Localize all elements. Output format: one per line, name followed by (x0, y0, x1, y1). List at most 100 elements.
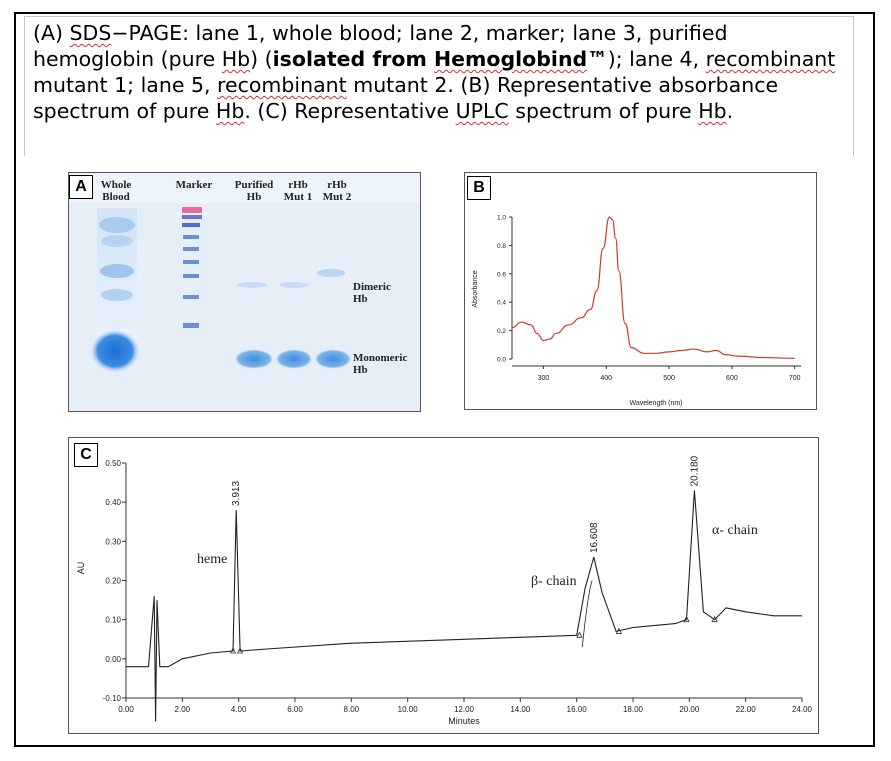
lane-label-marker: Marker (169, 179, 219, 191)
uplc-chart: 0.00 2.00 4.00 6.00 8.00 10.00 12.00 14.00 16.00… (76, 455, 813, 726)
x-tick-label: 600 (726, 375, 738, 382)
caption-text: −PAGE: lane 1, whole blood; lane 2, mark… (33, 21, 728, 71)
y-tick-label: 0.40 (105, 498, 121, 507)
x-tick-label: 14.00 (510, 705, 531, 714)
baseline-marker (236, 647, 244, 654)
panel-b-spectrum: 300 400 500 600 700 0.0 0.2 0.4 0.6 0.8 1.0 Wavele… (464, 172, 817, 410)
x-tick-label: 4.00 (231, 705, 247, 714)
caption-text: spectrum of pure (508, 99, 699, 123)
x-tick-label: 700 (789, 375, 801, 382)
band-label-monomeric: Monomeric Hb (353, 352, 407, 376)
caption-text: recombinant (217, 73, 347, 97)
band-label-dimeric: Dimeric Hb (353, 281, 391, 305)
y-tick-label: 0.50 (105, 459, 121, 468)
x-tick-label: 500 (663, 375, 675, 382)
band-label-line: Dimeric (353, 281, 391, 293)
gel-image (69, 173, 420, 411)
x-tick-label: 16.00 (567, 705, 588, 714)
lane-label-line: Mut 2 (322, 191, 352, 203)
y-axis-label: AU (76, 562, 86, 575)
caption-text: . (C) Representative (244, 99, 456, 123)
x-tick-label: 20.00 (679, 705, 700, 714)
y-tick-label: 0.00 (105, 655, 121, 664)
lane-label-line: Blood (102, 191, 130, 203)
lane-label-line: Mut 1 (283, 191, 313, 203)
caption-text: recombinant (705, 47, 836, 71)
x-tick-label: 8.00 (344, 705, 360, 714)
absorbance-series-line (511, 216, 795, 359)
caption-text: mutant 1; lane 5, (33, 73, 218, 97)
lane-label-line: Hb (246, 191, 262, 203)
y-tick-label: 0.10 (105, 616, 121, 625)
peak-retention-label: 16.608 (589, 522, 600, 553)
peak-retention-label: 20.180 (689, 455, 700, 486)
figure-frame (14, 12, 875, 747)
panel-a-gel: A Whole Blood Marker Purified Hb rHb Mut 1 … (68, 172, 421, 412)
x-tick-label: 12.00 (454, 705, 475, 714)
y-tick-label: 0.0 (497, 357, 506, 364)
y-tick-label: 0.30 (105, 537, 121, 546)
y-tick-label: 0.6 (497, 271, 506, 278)
caption-text: mutant 2. (B) Representative absorbance … (33, 73, 779, 123)
x-tick-label: 400 (600, 375, 612, 382)
caption-text: (A) (33, 21, 70, 45)
baseline-marker (711, 615, 718, 623)
caption-box (24, 16, 854, 156)
lane-label-rhb-mut1: rHb Mut 1 (281, 179, 315, 203)
x-tick-label: 0.00 (118, 705, 134, 714)
caption-text: . (726, 99, 734, 123)
caption-bold-text: ™ (587, 47, 608, 71)
x-tick-label: 22.00 (736, 705, 757, 714)
baseline-marker (576, 631, 583, 638)
caption-text: Hb (221, 47, 251, 71)
x-tick-label: 10.00 (398, 705, 419, 714)
panel-label-c: C (74, 443, 98, 467)
lane-label-whole-blood: Whole Blood (91, 179, 141, 203)
y-axis-label: Absorbance (472, 270, 479, 307)
y-tick-label: 1.0 (497, 215, 506, 222)
band-label-line: Hb (353, 364, 368, 376)
baseline-marker (615, 627, 623, 634)
x-tick-label: 300 (538, 375, 550, 382)
beta-chain-pointer (581, 580, 593, 648)
lane-label-line: Whole (100, 179, 132, 191)
y-tick-label: 0.4 (497, 300, 506, 307)
lane-label-line: rHb (327, 179, 347, 191)
x-tick-label: 24.00 (792, 705, 813, 714)
peak-retention-label: 3.913 (231, 481, 242, 506)
caption-text: Hb (215, 99, 245, 123)
y-tick-label: 0.20 (105, 577, 121, 586)
caption-bold-text: Hemoglobind (433, 47, 588, 71)
y-tick-label: 0.2 (497, 328, 506, 335)
caption-text: ); lane 4, (607, 47, 706, 71)
caption-bold-text: isolated from (272, 47, 434, 71)
panel-label-b: B (467, 176, 491, 200)
x-tick-label: 6.00 (287, 705, 303, 714)
baseline-marker (683, 615, 690, 623)
annotation-heme: heme (197, 552, 227, 567)
panel-c-uplc: 0.00 2.00 4.00 6.00 8.00 10.00 12.00 14.00 16.00… (68, 437, 819, 734)
caption-text: UPLC (455, 99, 509, 123)
caption-text: SDS (69, 21, 112, 45)
x-axis-label: Minutes (448, 716, 480, 726)
absorbance-chart: 300 400 500 600 700 0.0 0.2 0.4 0.6 0.8 1.0 Wavele… (472, 215, 801, 407)
lane-label-rhb-mut2: rHb Mut 2 (320, 179, 354, 203)
annotation-alpha-chain: α- chain (712, 523, 758, 538)
lane-label-line: Marker (175, 179, 213, 191)
x-axis-label: Wavelength (nm) (629, 400, 682, 407)
lane-label-line: Purified (234, 179, 274, 191)
annotation-beta-chain: β- chain (531, 574, 577, 589)
lane-label-line: rHb (288, 179, 308, 191)
x-tick-label: 2.00 (175, 705, 191, 714)
lane-label-purified-hb: Purified Hb (229, 179, 279, 203)
y-tick-label: -0.10 (103, 694, 122, 703)
y-tick-label: 0.8 (497, 243, 506, 250)
panel-label-a: A (69, 175, 93, 199)
x-tick-label: 18.00 (623, 705, 644, 714)
baseline-marker (229, 647, 237, 654)
figure-caption: (A) SDS−PAGE: lane 1, whole blood; lane … (33, 20, 843, 124)
caption-text: ) ( (250, 47, 273, 71)
caption-text: Hb (698, 99, 727, 123)
band-label-line: Hb (353, 293, 368, 305)
uplc-trace-line (126, 490, 802, 722)
